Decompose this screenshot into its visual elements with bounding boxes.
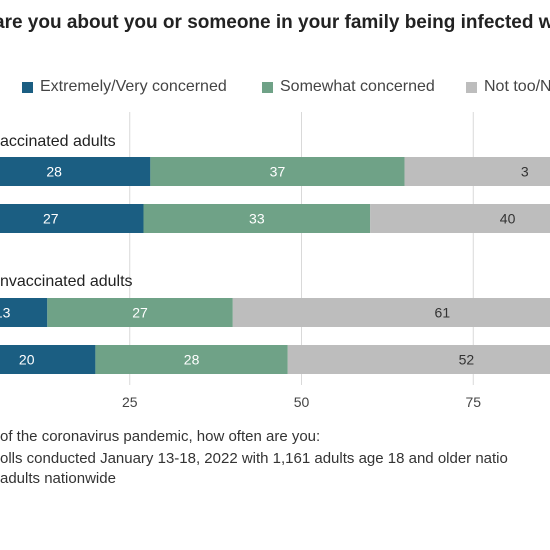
legend-label: Somewhat concerned xyxy=(280,78,435,95)
footnote-line-2: olls conducted January 13-18, 2022 with … xyxy=(0,450,508,467)
data-label: 28 xyxy=(184,352,200,368)
bar-segment xyxy=(0,298,48,327)
bar-segment xyxy=(95,345,288,374)
data-label: 3 xyxy=(521,164,529,180)
bar-segment xyxy=(143,204,371,233)
data-label: 40 xyxy=(500,211,516,227)
chart-legend: Extremely/Very concerned Somewhat concer… xyxy=(0,78,550,100)
footnote-line-3: adults nationwide xyxy=(0,470,116,487)
bar-segment xyxy=(232,298,550,327)
x-tick-label: 75 xyxy=(465,394,481,410)
bar-segment xyxy=(404,157,550,186)
x-tick-label: 50 xyxy=(294,394,310,410)
data-label: 13 xyxy=(0,305,11,321)
footnote-line-1: of the coronavirus pandemic, how often a… xyxy=(0,428,321,445)
bar-segment xyxy=(47,298,233,327)
data-label: 61 xyxy=(435,305,451,321)
legend-item-not-too: Not too/N xyxy=(466,78,550,96)
bar-segment xyxy=(0,345,96,374)
bar-segment xyxy=(0,204,144,233)
legend-label: Extremely/Very concerned xyxy=(40,78,227,95)
data-label: 20 xyxy=(19,352,35,368)
data-label: 27 xyxy=(132,305,148,321)
legend-swatch xyxy=(262,81,273,93)
data-label: 28 xyxy=(46,164,62,180)
bar-segment xyxy=(370,204,550,233)
x-tick-label: 25 xyxy=(122,394,138,410)
legend-swatch xyxy=(466,81,477,93)
legend-item-extremely-very: Extremely/Very concerned xyxy=(22,78,227,96)
bar-segment xyxy=(0,157,151,186)
legend-item-somewhat: Somewhat concerned xyxy=(262,78,435,96)
bar-segment xyxy=(150,157,405,186)
data-label: 37 xyxy=(270,164,286,180)
legend-swatch xyxy=(22,81,33,93)
legend-label: Not too/N xyxy=(484,78,550,95)
group-label: nvaccinated adults xyxy=(0,273,133,290)
data-label: 52 xyxy=(459,352,475,368)
chart-title: are you about you or someone in your fam… xyxy=(0,12,550,33)
bar-segment xyxy=(287,345,550,374)
data-label: 33 xyxy=(249,211,265,227)
group-label: accinated adults xyxy=(0,133,116,150)
data-label: 27 xyxy=(43,211,59,227)
